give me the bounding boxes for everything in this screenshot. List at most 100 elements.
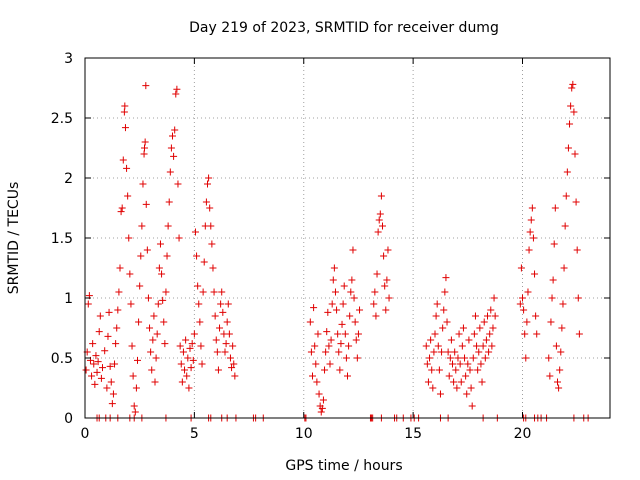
data-point	[140, 150, 148, 158]
data-point	[461, 354, 469, 362]
data-point	[139, 180, 147, 188]
data-point	[214, 366, 222, 374]
data-point	[561, 222, 569, 230]
data-point	[103, 384, 111, 392]
data-point	[469, 354, 477, 362]
data-point	[428, 366, 436, 374]
data-point	[123, 164, 131, 172]
data-point	[84, 300, 92, 308]
data-point	[181, 366, 189, 374]
data-point	[549, 276, 557, 284]
data-point	[193, 252, 201, 260]
data-point	[152, 354, 160, 362]
data-point	[120, 108, 128, 116]
data-point	[569, 80, 577, 88]
data-point	[550, 240, 558, 248]
data-point	[318, 404, 326, 412]
x-tick-label: 20	[514, 426, 532, 442]
data-point	[126, 270, 134, 278]
x-tick-label: 10	[295, 426, 313, 442]
data-point	[336, 366, 344, 374]
chart-title: Day 219 of 2023, SRMTID for receiver dum…	[189, 20, 499, 36]
data-point	[478, 378, 486, 386]
data-point	[310, 304, 318, 312]
data-point	[184, 354, 192, 362]
data-point	[112, 340, 120, 348]
data-point	[92, 352, 100, 360]
data-point	[431, 330, 439, 338]
data-point	[377, 192, 385, 200]
data-point	[179, 348, 187, 356]
data-point	[573, 246, 581, 254]
data-point	[176, 342, 184, 350]
data-point	[207, 222, 215, 230]
data-point	[101, 347, 109, 355]
data-point	[116, 264, 124, 272]
data-point	[173, 85, 181, 93]
data-point	[432, 312, 440, 320]
data-point	[349, 246, 357, 254]
data-point	[324, 308, 332, 316]
data-point	[191, 228, 199, 236]
data-point	[150, 312, 158, 320]
y-tick-label: 2	[64, 171, 73, 187]
y-tick-label: 3	[64, 51, 73, 67]
data-point	[342, 354, 350, 362]
data-point	[370, 300, 378, 308]
data-point	[462, 372, 470, 380]
data-point	[170, 152, 178, 160]
data-point	[111, 360, 119, 368]
data-point	[529, 234, 537, 242]
data-point	[337, 340, 345, 348]
data-point	[423, 360, 431, 368]
data-point	[516, 300, 524, 308]
data-point	[436, 390, 444, 398]
data-point	[228, 364, 236, 372]
data-point	[485, 348, 493, 356]
data-point	[457, 378, 465, 386]
data-point	[466, 366, 474, 374]
data-point	[109, 390, 117, 398]
data-point	[479, 342, 487, 350]
data-point	[562, 192, 570, 200]
data-point	[218, 288, 226, 296]
data-point	[194, 282, 202, 290]
data-point	[557, 348, 565, 356]
data-point	[433, 300, 441, 308]
data-point	[429, 384, 437, 392]
data-point	[382, 306, 390, 314]
data-point	[213, 348, 221, 356]
data-point	[162, 288, 170, 296]
data-point	[154, 300, 162, 308]
data-point	[489, 324, 497, 332]
data-point	[91, 380, 99, 388]
data-point	[325, 342, 333, 350]
data-point	[188, 340, 196, 348]
data-point	[124, 192, 132, 200]
data-point	[118, 204, 126, 212]
data-point	[459, 324, 467, 332]
y-tick-label: 0	[64, 411, 73, 427]
data-point	[142, 200, 150, 208]
data-point	[107, 378, 115, 386]
y-axis-label: SRMTID / TECUs	[6, 182, 22, 295]
data-point	[354, 330, 362, 338]
data-point	[225, 330, 233, 338]
data-point	[376, 210, 384, 218]
data-point	[90, 360, 98, 368]
data-point	[231, 372, 239, 380]
data-point	[178, 378, 186, 386]
data-point	[219, 308, 227, 316]
data-point	[481, 354, 489, 362]
data-point	[195, 300, 203, 308]
data-point	[108, 400, 116, 408]
data-point	[441, 288, 449, 296]
data-point	[517, 264, 525, 272]
data-point	[348, 276, 356, 284]
data-point	[182, 336, 190, 344]
data-point	[226, 354, 234, 362]
data-point	[223, 318, 231, 326]
data-point	[121, 102, 129, 110]
data-point	[97, 374, 105, 382]
data-point	[95, 328, 103, 336]
